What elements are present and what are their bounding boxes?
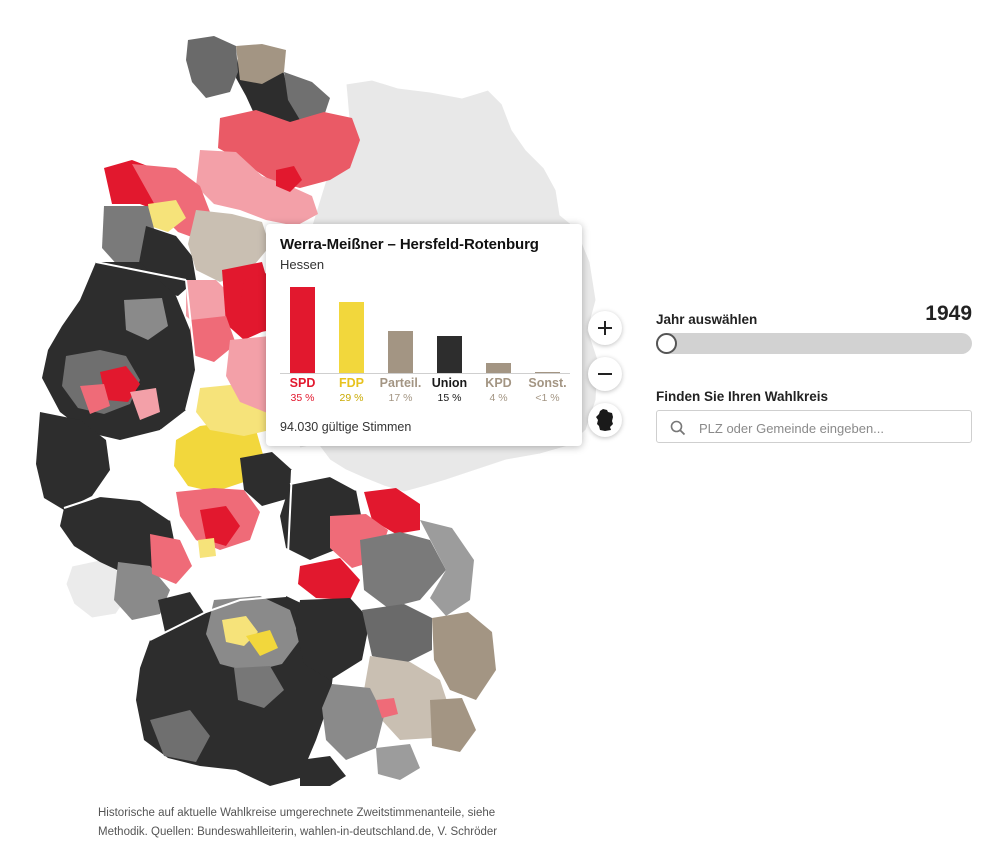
year-value: 1949 <box>925 302 972 325</box>
zoom-out-button[interactable] <box>588 357 622 391</box>
by-dark3 <box>300 756 346 786</box>
search-input[interactable] <box>697 415 967 441</box>
bw-yellow <box>246 630 278 656</box>
ns-lightbrown <box>188 210 270 282</box>
party-name: Union <box>431 376 468 390</box>
bar-spd <box>290 287 315 373</box>
party-share: 17 % <box>388 392 413 404</box>
hh-red <box>276 166 302 192</box>
bar-sonst <box>535 372 560 373</box>
rp-grey <box>114 562 170 620</box>
bw-grey2 <box>150 710 210 762</box>
find-constituency-label: Finden Sie Ihren Wahlkreis <box>656 389 829 404</box>
reset-view-button[interactable] <box>588 403 622 437</box>
by-lightbrown <box>364 656 450 740</box>
by-red <box>364 488 420 534</box>
party-label-parteil: Parteil. 17 % <box>375 376 427 404</box>
party-share: <1 % <box>535 392 560 404</box>
bar-parteil <box>388 331 413 373</box>
bar-union <box>437 336 462 373</box>
tooltip-state: Hessen <box>280 257 325 272</box>
tooltip-party-labels: SPD 35 % FDP 29 % Parteil. 17 % Union 15 % KPD 4 … <box>280 376 570 410</box>
bar-kpd <box>486 363 511 373</box>
tooltip-bar-chart <box>280 282 570 374</box>
footnote-line-1: Historische auf aktuelle Wahlkreise umge… <box>98 807 496 819</box>
search-box[interactable] <box>656 410 972 443</box>
nrw-pink2 <box>130 388 160 420</box>
rp-dark <box>60 496 176 576</box>
he-yellow3 <box>198 538 216 558</box>
party-name: KPD <box>485 376 512 390</box>
constituency-tooltip: Werra-Meißner – Hersfeld-Rotenburg Hesse… <box>266 224 582 446</box>
bar-fdp <box>339 302 364 373</box>
by-grey2 <box>362 604 432 664</box>
nrw-grey2 <box>124 298 168 340</box>
by-grey <box>360 532 446 608</box>
chart-baseline <box>280 373 570 374</box>
nrw-pink <box>80 384 110 414</box>
minus-icon <box>598 373 612 375</box>
by-lightgrey <box>420 520 474 616</box>
search-icon <box>670 420 686 436</box>
bw-grey3 <box>234 666 284 708</box>
he-yellow <box>174 422 264 492</box>
party-share: 15 % <box>437 392 462 404</box>
year-slider-thumb[interactable] <box>656 333 677 354</box>
he-dark <box>240 452 292 506</box>
by-pink2 <box>376 698 398 718</box>
state-borders <box>63 261 357 641</box>
by-grey4 <box>376 744 420 780</box>
party-share: 4 % <box>489 392 508 404</box>
sh-grey <box>186 36 238 98</box>
party-share: 29 % <box>339 392 364 404</box>
party-share: 35 % <box>290 392 315 404</box>
germany-outline-icon <box>596 409 613 431</box>
year-slider[interactable] <box>656 333 972 354</box>
by-dark2 <box>296 598 370 680</box>
by-brown2 <box>430 698 476 752</box>
sh-pink <box>196 150 318 226</box>
party-label-kpd: KPD 4 % <box>473 376 525 404</box>
nrw-dark2 <box>36 412 110 510</box>
footnote: Historische auf aktuelle Wahlkreise umge… <box>98 804 558 842</box>
sh-grey2 <box>284 72 330 120</box>
zoom-in-button[interactable] <box>588 311 622 345</box>
plus-icon <box>598 321 612 335</box>
party-label-sonst: Sonst. <1 % <box>522 376 574 404</box>
ns-pink3 <box>190 316 236 362</box>
footnote-line-2: Methodik. Quellen: Bundeswahlleiterin, w… <box>98 826 498 838</box>
nrw-red <box>100 366 140 402</box>
party-name: Parteil. <box>379 376 422 390</box>
party-name: Sonst. <box>528 376 567 390</box>
he-red2 <box>200 506 240 546</box>
party-label-fdp: FDP 29 % <box>326 376 378 404</box>
tooltip-total-votes: 94.030 gültige Stimmen <box>280 420 412 434</box>
by-red2 <box>298 558 360 600</box>
party-name: FDP <box>339 376 364 390</box>
party-label-spd: SPD 35 % <box>277 376 329 404</box>
sh-brown <box>236 44 286 84</box>
ns-yellow <box>148 200 186 232</box>
year-label: Jahr auswählen <box>656 312 758 327</box>
by-brown <box>432 612 496 700</box>
tooltip-title: Werra-Meißner – Hersfeld-Rotenburg <box>280 236 539 253</box>
rp-pink <box>150 534 192 584</box>
by-grey3 <box>322 684 384 760</box>
party-name: SPD <box>289 376 316 390</box>
party-label-union: Union 15 % <box>424 376 476 404</box>
